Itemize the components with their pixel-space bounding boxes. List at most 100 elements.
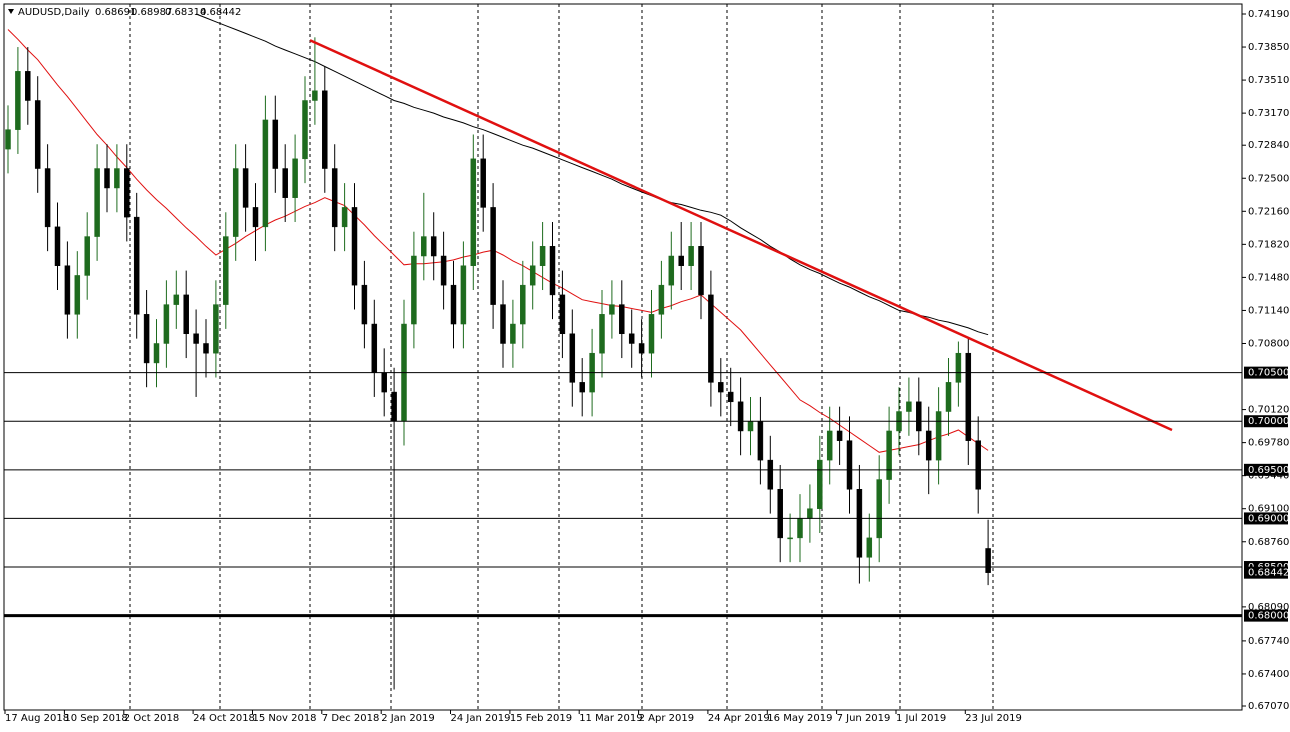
y-tick-label: 0.71480 (1248, 272, 1289, 283)
candle-body (193, 333, 199, 344)
candle-body (25, 71, 31, 101)
candle-body (381, 372, 387, 393)
candle-body (510, 323, 516, 344)
candle-body (460, 265, 467, 325)
level-label: 0.70500 (1248, 368, 1289, 379)
collapse-icon[interactable] (8, 9, 14, 14)
candle-body (787, 537, 793, 540)
x-tick-label: 24 Apr 2019 (708, 713, 770, 724)
y-tick-label: 0.73850 (1248, 42, 1289, 53)
candle-body (737, 401, 744, 432)
candle-body (569, 333, 576, 383)
candle-body (242, 168, 249, 208)
candle-body (668, 255, 675, 286)
candle-body (223, 236, 229, 305)
x-tick-label: 7 Jun 2019 (837, 713, 891, 724)
y-tick-label: 0.74190 (1248, 9, 1289, 20)
y-tick-label: 0.68090 (1248, 602, 1289, 613)
candle-body (846, 440, 853, 490)
moving-average (7, 29, 989, 453)
y-tick-label: 0.70800 (1248, 338, 1289, 349)
ohlc-close: 0.68442 (200, 7, 241, 18)
candle-body (84, 236, 90, 276)
x-tick-label: 7 Dec 2018 (322, 713, 380, 724)
candle-body (34, 100, 41, 169)
level-label: 0.69500 (1248, 465, 1289, 476)
candle-body (480, 158, 486, 208)
candle-body (500, 304, 506, 344)
x-tick-label: 11 Mar 2019 (579, 713, 642, 724)
candle-body (262, 119, 269, 228)
candle-body (945, 382, 952, 412)
candle-body (421, 236, 427, 257)
candle-body (965, 352, 972, 441)
candle-body (856, 489, 863, 558)
candle-body (203, 343, 209, 354)
x-tick-label: 24 Oct 2018 (193, 713, 255, 724)
plot-frame (3, 3, 1243, 711)
period-separators (129, 4, 994, 710)
candle-body (619, 304, 625, 335)
candle-body (322, 90, 328, 169)
y-tick-label: 0.69780 (1248, 438, 1289, 449)
candle-body (163, 304, 170, 344)
candle-body (906, 401, 912, 412)
last-price-box (1244, 566, 1288, 579)
candle-body (282, 168, 288, 198)
candle-body (955, 352, 962, 383)
y-tick-label: 0.67070 (1248, 701, 1289, 712)
level-label: 0.68000 (1248, 611, 1289, 622)
last-price-label: 0.68442 (1248, 568, 1289, 579)
ohlc-open: 0.68691 (95, 7, 136, 18)
candle-body (708, 294, 714, 383)
x-tick-label: 2 Jan 2019 (381, 713, 435, 724)
candle-body (153, 343, 160, 364)
y-tick-label: 0.71820 (1248, 239, 1289, 250)
level-label-box (1244, 366, 1288, 379)
x-tick-label: 15 Feb 2019 (510, 713, 572, 724)
level-label-box (1244, 609, 1288, 622)
candle-body (391, 391, 397, 422)
level-label: 0.69000 (1248, 513, 1289, 524)
candle-body (767, 459, 774, 490)
candle-body (579, 382, 585, 393)
candle-body (5, 129, 11, 150)
candle-body (213, 304, 219, 354)
x-tick-label: 15 Nov 2018 (253, 713, 317, 724)
x-tick-label: 24 Jan 2019 (451, 713, 511, 724)
candle-body (74, 275, 81, 315)
trendline (309, 39, 1173, 432)
candle-body (411, 255, 417, 325)
candle-body (916, 401, 922, 432)
candle-body (133, 216, 140, 315)
level-label-box (1244, 512, 1288, 525)
candle-body (648, 314, 655, 354)
candle-body (747, 420, 754, 432)
candle-body (15, 71, 21, 130)
candle-body (341, 207, 348, 228)
candle-body (520, 284, 526, 325)
x-tick-label: 16 May 2019 (767, 713, 832, 724)
x-tick-label: 10 Sep 2018 (64, 713, 127, 724)
candle-body (331, 168, 338, 228)
y-tick-label: 0.70120 (1248, 405, 1289, 416)
candle-body (490, 207, 496, 305)
x-tick-label: 2 Oct 2018 (124, 713, 179, 724)
candle-body (173, 294, 180, 305)
candle-body (797, 518, 803, 539)
x-tick-label: 23 Jul 2019 (965, 713, 1022, 724)
y-tick-label: 0.72840 (1248, 140, 1289, 151)
candle-body (975, 440, 981, 490)
candle-body (628, 333, 635, 344)
candle-body (104, 168, 110, 189)
candle-body (836, 430, 843, 441)
candle-body (450, 284, 457, 325)
candle-body (351, 207, 358, 286)
candle-body (183, 294, 189, 335)
candle-body (312, 90, 318, 101)
y-tick-label: 0.68760 (1248, 537, 1289, 548)
candle-body (529, 265, 536, 286)
